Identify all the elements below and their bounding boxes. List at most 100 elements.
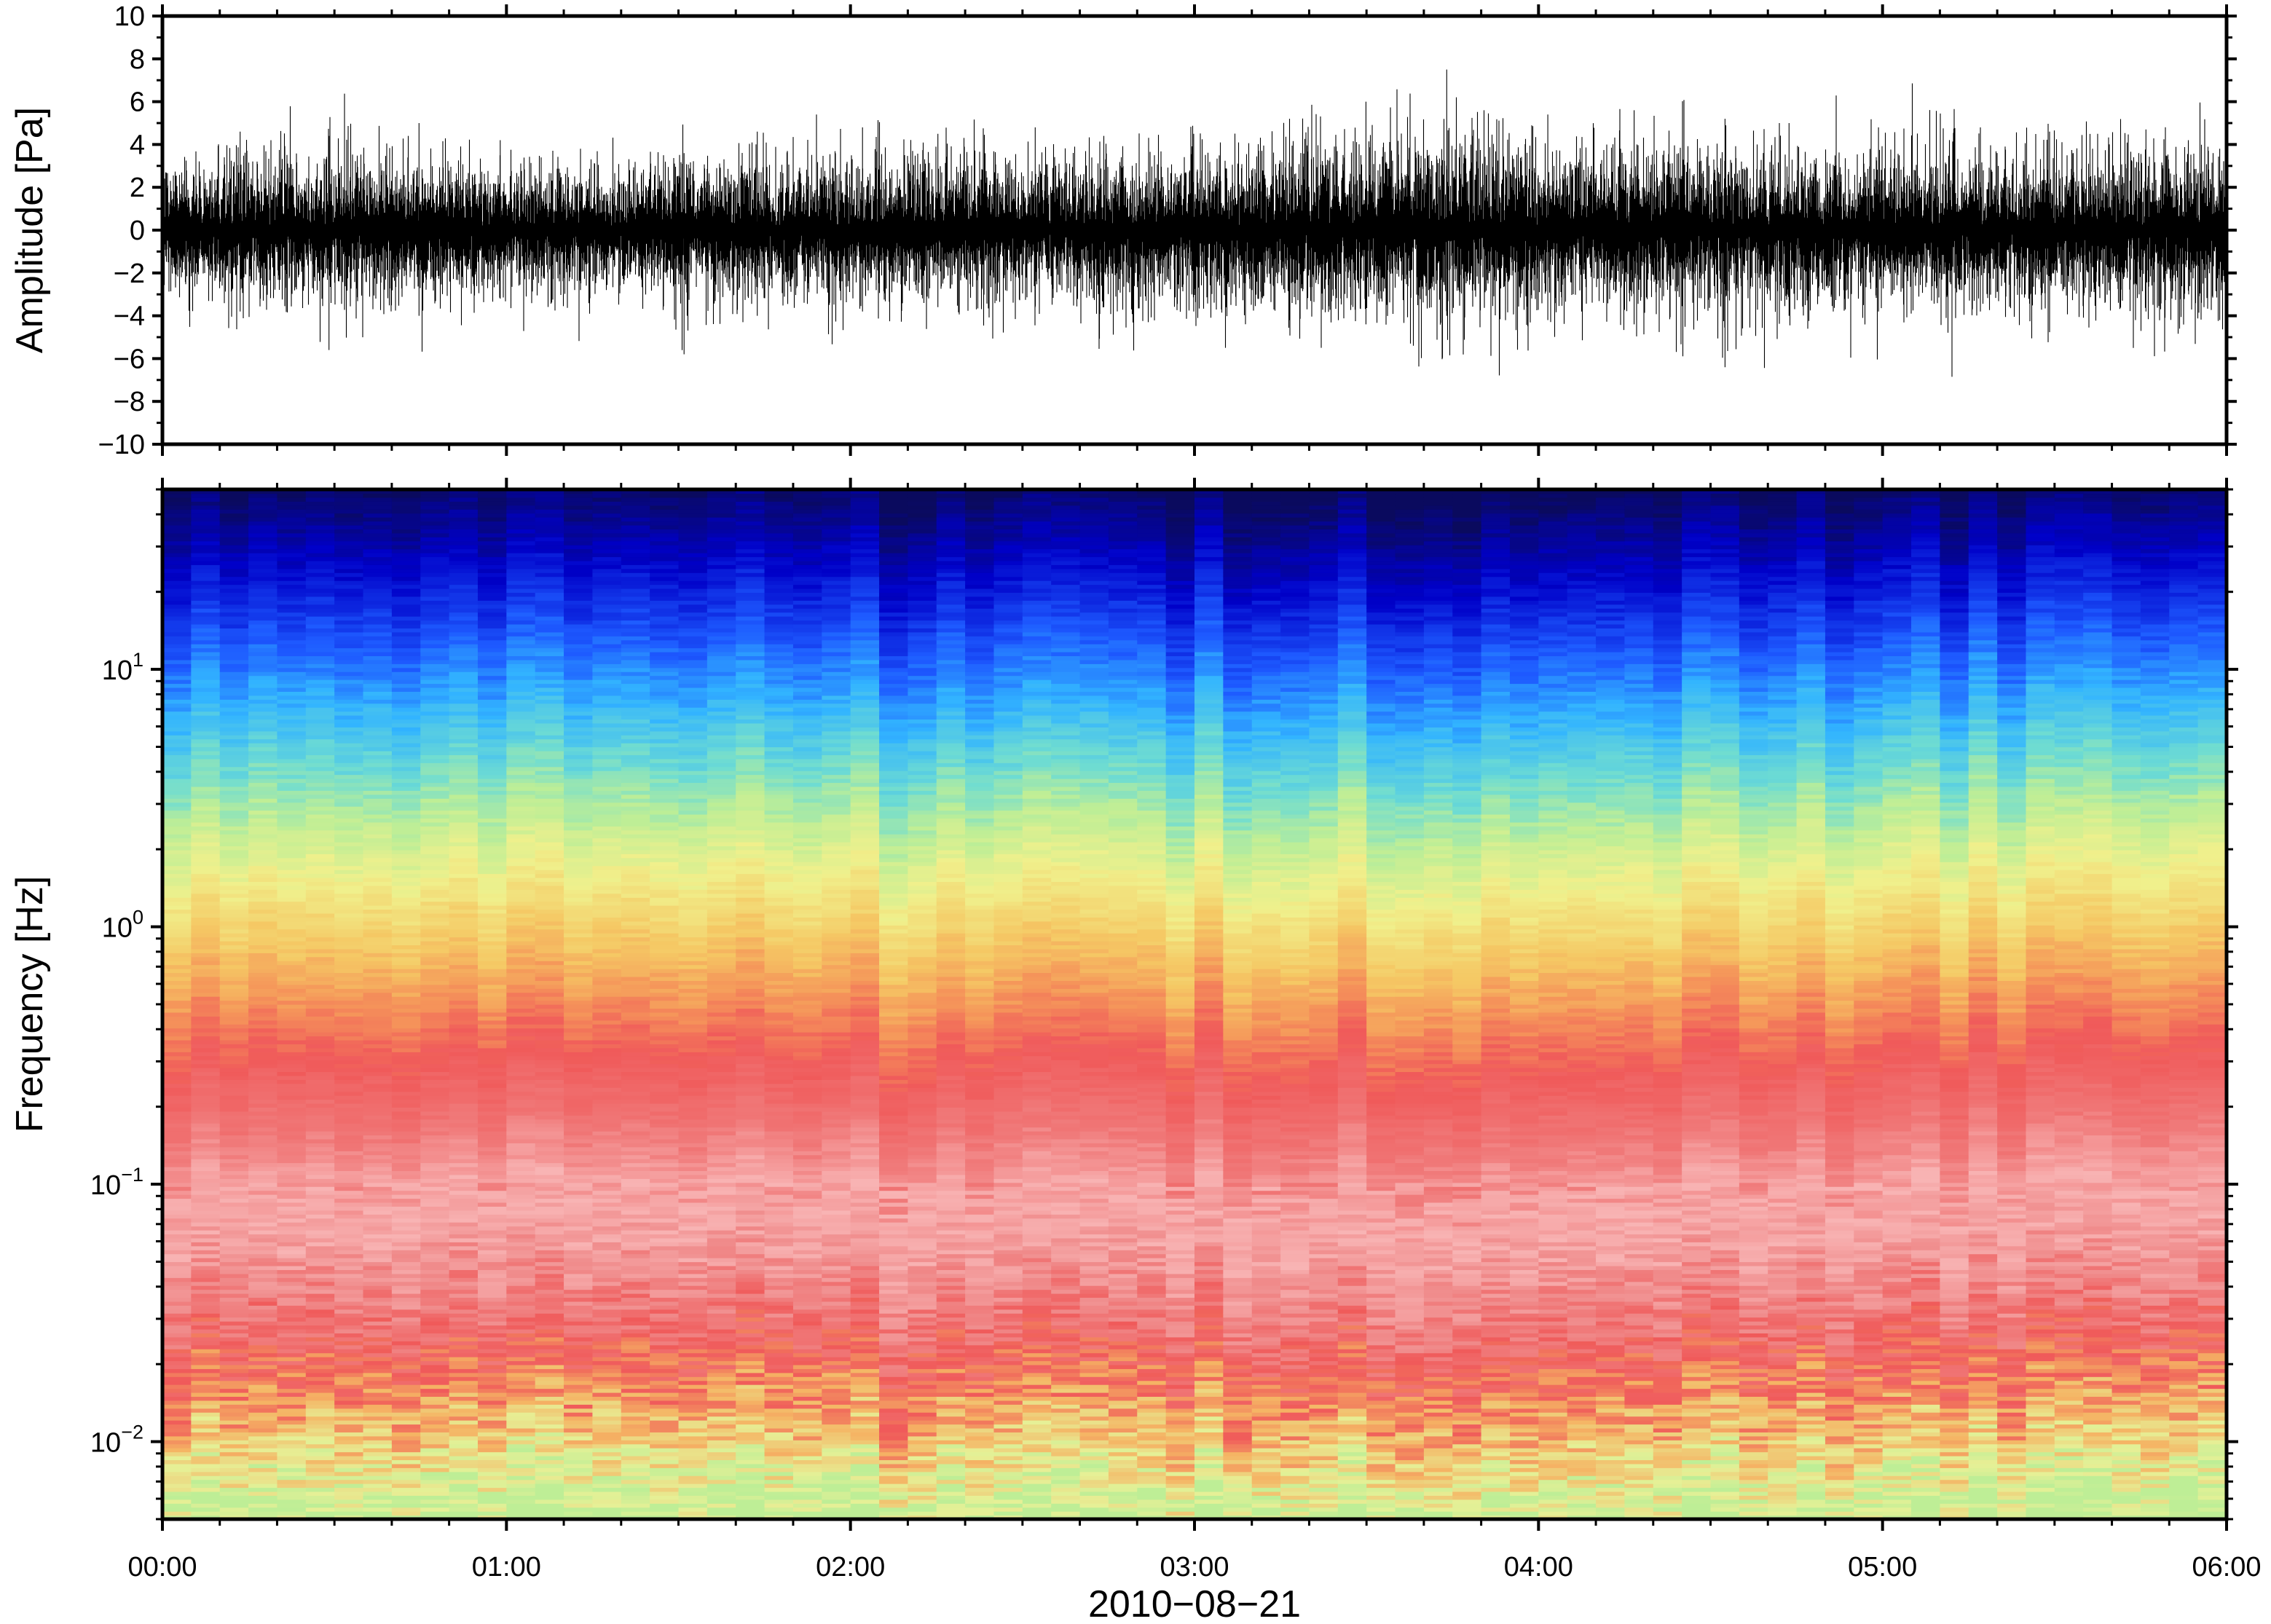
spectrogram-cell [248, 1448, 278, 1453]
spectrogram-cell [678, 917, 708, 922]
spectrogram-cell [305, 1083, 335, 1088]
spectrogram-cell [277, 644, 307, 649]
spectrogram-cell [506, 984, 536, 989]
spectrogram-cell [219, 1344, 249, 1349]
spectrogram-cell [305, 992, 335, 997]
spectrogram-cell [592, 727, 622, 732]
spectrogram-cell [162, 631, 192, 636]
spectrogram-cell [564, 1515, 594, 1519]
spectrogram-cell [449, 956, 479, 961]
spectrogram-cell [363, 588, 393, 593]
spectrogram-cell [162, 1420, 192, 1425]
spectrogram-cell [506, 992, 536, 997]
spectrogram-cell [219, 1507, 249, 1512]
spectrogram-cell [191, 722, 221, 728]
spectrogram-cell [477, 746, 507, 752]
spectrogram-cell [420, 1024, 450, 1029]
spectrogram-cell [191, 1060, 221, 1065]
spectrogram-cell [191, 631, 221, 636]
spectrogram-cell [449, 1115, 479, 1120]
spectrogram-cell [277, 909, 307, 914]
spectrogram-cell [678, 1380, 708, 1385]
spectrogram-cell [449, 1344, 479, 1349]
spectrogram-cell [678, 1396, 708, 1401]
spectrogram-cell [650, 524, 680, 529]
spectrogram-cell [564, 909, 594, 914]
spectrogram-cell [420, 1360, 450, 1365]
spectrogram-cell [191, 762, 221, 768]
spectrogram-cell [477, 699, 507, 704]
spectrogram-cell [449, 1206, 479, 1211]
spectrogram-cell [477, 1372, 507, 1377]
spectrogram-cell [535, 1281, 564, 1286]
spectrogram-cell [248, 1479, 278, 1484]
spectrogram-cell [564, 699, 594, 704]
spectrogram-cell [506, 925, 536, 930]
spectrogram-cell [506, 1202, 536, 1207]
spectrogram-cell [564, 1364, 594, 1369]
spectrogram-cell [535, 1471, 564, 1476]
spectrogram-cell [621, 779, 650, 784]
spectrogram-cell [449, 1036, 479, 1041]
spectrogram-cell [535, 1435, 564, 1440]
spectrogram-cell [535, 529, 564, 534]
spectrogram-cell [305, 513, 335, 518]
spectrogram-cell [420, 1507, 450, 1512]
spectrogram-cell [477, 1511, 507, 1516]
spectrogram-cell [449, 600, 479, 605]
spectrogram-cell [564, 1127, 594, 1132]
spectrogram-cell [334, 750, 364, 755]
spectrogram-cell [391, 1344, 421, 1349]
spectrogram-cell [449, 529, 479, 534]
spectrogram-cell [162, 1408, 192, 1413]
spectrogram-cell [191, 980, 221, 985]
spectrogram-cell [391, 1131, 421, 1136]
spectrogram-cell [621, 1178, 650, 1183]
spectrogram-cell [191, 1099, 221, 1104]
spectrogram-cell [248, 623, 278, 628]
spectrogram-cell [248, 762, 278, 768]
spectrogram-cell [592, 1455, 622, 1461]
spectrogram-cell [277, 1068, 307, 1073]
spectrogram-cell [506, 1317, 536, 1322]
spectrogram-cell [162, 901, 192, 906]
spectrogram-cell [277, 1253, 307, 1258]
spectrogram-cell [506, 813, 536, 819]
spectrogram-cell [621, 1206, 650, 1211]
spectrogram-cell [592, 774, 622, 779]
spectrogram-cell [621, 592, 650, 597]
spectrogram-cell [191, 517, 221, 522]
spectrogram-cell [477, 857, 507, 862]
spectrogram-cell [191, 1400, 221, 1405]
spectrogram-cell [678, 1273, 708, 1278]
spectrogram-cell [277, 1115, 307, 1120]
spectrogram-cell [191, 1309, 221, 1314]
spectrogram-cell [305, 929, 335, 934]
spectrogram-cell [535, 545, 564, 550]
spectrogram-cell [621, 1475, 650, 1481]
spectrogram-cell [564, 1427, 594, 1432]
spectrogram-cell [535, 588, 564, 593]
spectrogram-cell [564, 842, 594, 847]
spectrogram-cell [535, 1016, 564, 1021]
spectrogram-cell [248, 881, 278, 886]
spectrogram-cell [191, 1459, 221, 1465]
spectrogram-cell [477, 940, 507, 946]
spectrogram-cell [506, 699, 536, 704]
spectrogram-cell [363, 1036, 393, 1041]
spectrogram-cell [650, 996, 680, 1001]
spectrogram-cell [162, 1258, 192, 1263]
spectrogram-cell [621, 1146, 650, 1151]
spectrogram-cell [535, 909, 564, 914]
spectrogram-cell [363, 758, 393, 763]
spectrogram-cell [477, 1499, 507, 1504]
spectrogram-cell [678, 1499, 708, 1504]
spectrogram-cell [650, 695, 680, 700]
spectrogram-cell [535, 779, 564, 784]
spectrogram-cell [391, 912, 421, 918]
spectrogram-cell [305, 1388, 335, 1393]
spectrogram-cell [449, 1388, 479, 1393]
spectrogram-cell [650, 1071, 680, 1076]
spectrogram-cell [305, 509, 335, 514]
spectrogram-cell [277, 501, 307, 506]
